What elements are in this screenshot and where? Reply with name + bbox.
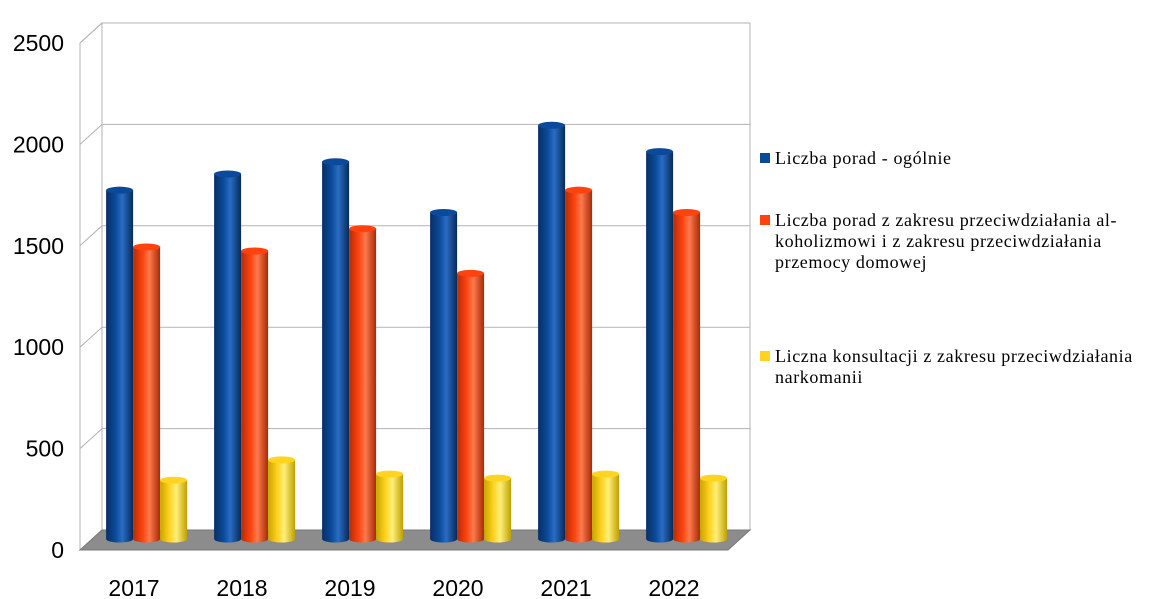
gridline-side — [79, 124, 103, 145]
y-axis-ticks: 0 500 1000 1500 2000 2500 — [13, 30, 64, 563]
bar — [592, 470, 620, 543]
bar-top — [268, 456, 296, 464]
x-tick-label: 2021 — [540, 575, 591, 599]
bar-body — [214, 173, 242, 543]
bar-top — [349, 225, 377, 233]
bar-body — [646, 151, 674, 543]
y-tick-label: 1000 — [13, 334, 64, 360]
bar-top — [700, 474, 728, 482]
bar-body — [322, 161, 350, 543]
gridline-side — [79, 428, 103, 449]
legend-label-2: Liczba porad z zakresu przeciwdziałania … — [775, 210, 1118, 272]
bar-body — [430, 212, 458, 543]
legend-swatch-1 — [760, 153, 770, 163]
bar-top — [430, 208, 458, 216]
x-axis-ticks: 2017 2018 2019 2020 2021 2022 — [108, 575, 699, 599]
bar-body — [349, 228, 377, 543]
bar — [484, 474, 512, 543]
bar-body — [565, 190, 593, 543]
bar — [430, 208, 458, 543]
gridline-side — [79, 22, 103, 44]
x-tick-label: 2018 — [216, 575, 267, 599]
y-tick-label: 1500 — [13, 233, 64, 259]
bar-top — [322, 158, 350, 166]
bar-body — [538, 125, 566, 543]
bar-top — [106, 186, 134, 194]
bar-top — [160, 476, 188, 484]
bar-body — [592, 474, 620, 543]
bar-top — [484, 474, 512, 482]
x-tick-label: 2022 — [648, 575, 699, 599]
gridline-side — [79, 326, 103, 348]
legend-swatch-3 — [760, 351, 770, 361]
bar-top — [376, 470, 404, 478]
y-tick-label: 0 — [51, 537, 64, 563]
y-tick-label: 2500 — [13, 30, 64, 56]
x-tick-label: 2020 — [432, 575, 483, 599]
x-tick-label: 2019 — [324, 575, 375, 599]
bar-top — [241, 247, 269, 255]
legend-item-3: Liczna konsultacji z zakresu przeciwdzia… — [760, 346, 1165, 388]
bar-top — [538, 121, 566, 129]
bar-body — [484, 478, 512, 543]
legend-item-1: Liczba porad - ogólnie — [760, 148, 1165, 169]
bar-top — [565, 186, 593, 194]
bar — [673, 208, 701, 543]
bar — [349, 225, 377, 543]
bar — [322, 158, 350, 543]
side-wall — [79, 21, 103, 552]
bar-body — [673, 212, 701, 543]
y-tick-label: 500 — [26, 436, 64, 462]
bar-top — [646, 148, 674, 156]
bar-top — [673, 208, 701, 216]
bar — [700, 474, 728, 543]
bar — [160, 476, 188, 543]
bar-body — [268, 459, 296, 543]
bar-top — [592, 470, 620, 478]
legend-label-1: Liczba porad - ogólnie — [775, 148, 952, 168]
bar-top — [133, 243, 161, 251]
bar-body — [133, 246, 161, 543]
plot-area — [78, 21, 752, 552]
bar-body — [457, 273, 485, 543]
bar — [268, 456, 296, 543]
bar — [538, 121, 566, 543]
bar — [646, 148, 674, 543]
bar — [376, 470, 404, 543]
bar-top — [457, 269, 485, 277]
bar-body — [241, 251, 269, 543]
y-tick-label: 2000 — [13, 131, 64, 157]
x-tick-label: 2017 — [108, 575, 159, 599]
bar — [133, 243, 161, 543]
bar — [106, 186, 134, 543]
bar-body — [160, 480, 188, 543]
bar — [214, 170, 242, 543]
bar-body — [700, 478, 728, 543]
bar — [241, 247, 269, 543]
bar-body — [376, 474, 404, 543]
legend-swatch-2 — [760, 215, 770, 225]
bars — [106, 121, 728, 543]
legend-label-3: Liczna konsultacji z zakresu przeciwdzia… — [775, 346, 1133, 387]
bar-body — [106, 190, 134, 543]
legend-item-2: Liczba porad z zakresu przeciwdziałania … — [760, 210, 1165, 273]
bar-top — [214, 170, 242, 178]
gridline-side — [79, 225, 103, 247]
bar — [457, 269, 485, 543]
bar — [565, 186, 593, 543]
back-wall — [101, 22, 751, 531]
